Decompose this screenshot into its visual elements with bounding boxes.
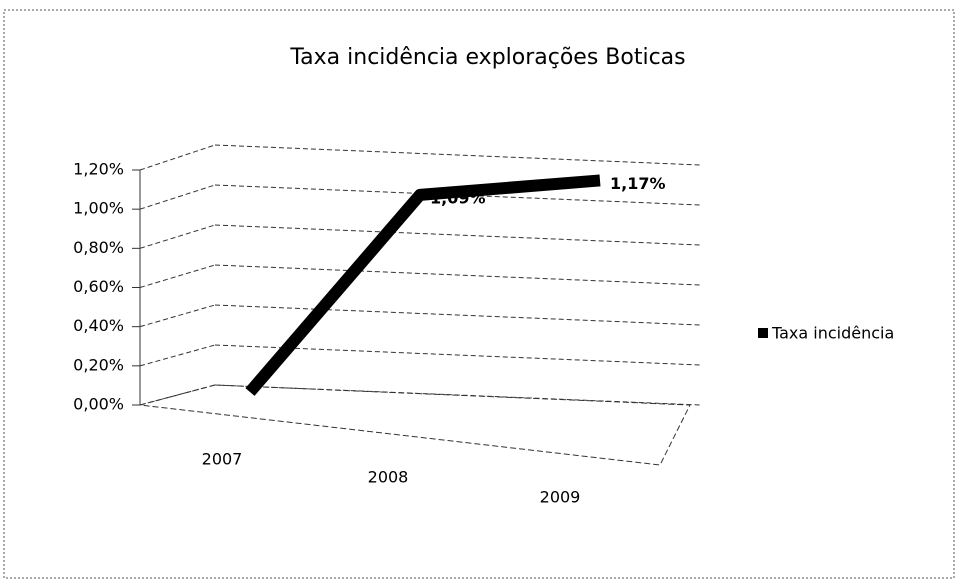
grid-line: [139, 144, 216, 171]
grid-line: [139, 344, 216, 367]
data-label: 1,09%: [430, 188, 486, 207]
x-tick-label: 2007: [202, 450, 243, 469]
grid-line: [214, 264, 701, 286]
chart-border: [3, 9, 955, 579]
grid-line: [214, 304, 701, 326]
grid-line: [214, 224, 701, 246]
y-tick-label: 0,00%: [73, 395, 124, 414]
x-tick-label: 2009: [540, 488, 581, 507]
chart-title: Taxa incidência explorações Boticas: [289, 45, 685, 70]
grid-line: [139, 264, 216, 288]
y-tick-label: 1,00%: [73, 199, 124, 218]
y-tick-label: 0,20%: [73, 355, 124, 374]
data-label: 1,17%: [610, 174, 666, 193]
y-tick-label: 0,60%: [73, 277, 124, 296]
grid-line: [139, 184, 216, 210]
grid-line: [214, 344, 701, 366]
grid-line: [139, 304, 216, 328]
x-tick-label: 2008: [368, 468, 409, 487]
grid-line: [139, 224, 216, 249]
grid-line: [214, 144, 701, 166]
y-tick-label: 0,80%: [73, 238, 124, 257]
y-tick-label: 1,20%: [73, 160, 124, 179]
legend-swatch: [758, 328, 768, 338]
grid-line: [214, 384, 701, 406]
grid-line: [139, 384, 216, 406]
y-tick-label: 0,40%: [73, 316, 124, 335]
series-line: [245, 174, 601, 396]
legend-label: Taxa incidência: [771, 324, 894, 343]
